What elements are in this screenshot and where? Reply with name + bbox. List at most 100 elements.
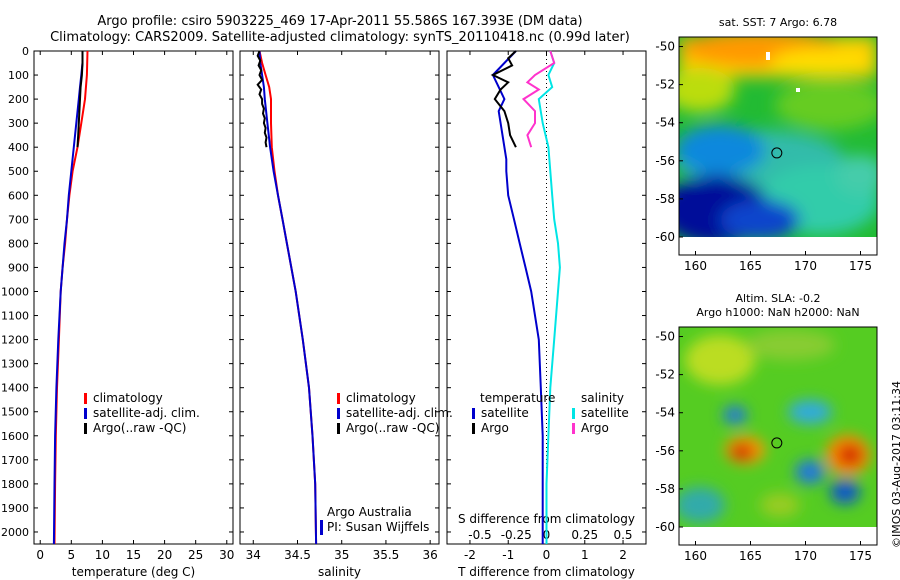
series-argo-raw-qc- — [76, 51, 84, 148]
top-x-tick-label: -0.5 — [468, 528, 491, 542]
map-y-tick-label: -54 — [655, 406, 675, 420]
x-tick-label: 5 — [67, 548, 75, 562]
map-x-tick-label: 160 — [684, 549, 707, 563]
depth-tick-label: 1800 — [1, 478, 29, 491]
difference-legend-temperature: temperature satellite Argo — [472, 391, 555, 436]
map-y-tick-label: -60 — [655, 520, 675, 534]
legend-argo: Argo(..raw -QC) — [346, 421, 440, 435]
map-y-tick-label: -52 — [655, 368, 675, 382]
series-argo-raw-qc- — [256, 50, 268, 148]
x-axis-label: salinity — [318, 565, 361, 579]
series-salinity-argo — [521, 50, 556, 148]
x-tick-label: 30 — [219, 548, 234, 562]
x-tick-label: 0 — [543, 548, 551, 562]
x-tick-label: -2 — [464, 548, 476, 562]
legend-temperature-heading: temperature — [480, 391, 556, 405]
sla-map-image — [679, 327, 877, 527]
temperature-profile: 0100200300400500600700800900100011001200… — [1, 45, 234, 579]
legend-satellite: satellite-adj. clim. — [93, 406, 200, 420]
series-salinity-satellite — [537, 50, 561, 544]
legend-argo: Argo(..raw -QC) — [93, 421, 187, 435]
depth-tick-label: 200 — [8, 93, 29, 106]
sla-map-title1: Altim. SLA: -0.2 — [735, 292, 821, 305]
x-tick-label: 20 — [157, 548, 172, 562]
legend-swatch-s-argo — [572, 423, 575, 434]
sat-sst-map-axes: 160 165 170 175 -50 -52 -54 -56 -58 -60 — [655, 36, 878, 273]
map-frame — [678, 36, 878, 256]
argo-position-marker — [771, 147, 783, 159]
x-tick-label: 10 — [95, 548, 110, 562]
depth-tick-label: 800 — [8, 237, 29, 250]
depth-tick-label: 1300 — [1, 358, 29, 371]
legend-climatology: climatology — [346, 391, 416, 405]
top-x-tick-label: 0.25 — [571, 528, 598, 542]
figure-title-line1: Argo profile: csiro 5903225_469 17-Apr-2… — [97, 14, 583, 29]
legend-s-argo: Argo — [581, 421, 609, 435]
map-y-tick-label: -58 — [655, 482, 675, 496]
x-tick-label: 34.5 — [284, 548, 311, 562]
x-tick-label: 0 — [36, 548, 44, 562]
series-satellite-adj-clim- — [258, 50, 318, 545]
x-axis-label: T difference from climatology — [457, 565, 635, 579]
x-tick-label: -1 — [502, 548, 514, 562]
imos-timestamp: ©IMOS 03-Aug-2017 03:11:34 — [890, 381, 900, 548]
map-x-tick-label: 175 — [849, 259, 872, 273]
depth-tick-label: 600 — [8, 189, 29, 202]
map-y-tick-label: -56 — [655, 154, 675, 168]
x-tick-label: 25 — [188, 548, 203, 562]
depth-tick-label: 1500 — [1, 406, 29, 419]
x-tick-label: 35 — [334, 548, 349, 562]
legend-t-argo: Argo — [481, 421, 509, 435]
legend-swatch-climatology — [337, 393, 340, 404]
altim-sla-map-axes: 160 165 170 175 -50 -52 -54 -56 -58 -60 — [655, 326, 878, 563]
map-y-tick-label: -54 — [655, 116, 675, 130]
depth-tick-label: 500 — [8, 165, 29, 178]
depth-tick-label: 2000 — [1, 526, 29, 539]
credit-block: Argo Australia PI: Susan Wijffels — [320, 505, 429, 535]
depth-tick-label: 1400 — [1, 382, 29, 395]
map-y-tick-label: -56 — [655, 444, 675, 458]
difference-legend-salinity: salinity satellite Argo — [572, 391, 629, 436]
sst-map-title: sat. SST: 7 Argo: 6.78 — [718, 16, 838, 29]
legend-swatch-t-satellite — [472, 408, 475, 419]
map-y-tick-label: -58 — [655, 192, 675, 206]
credit-line1: Argo Australia — [327, 505, 412, 519]
salinity-profile: 34 34.5 35 35.5 36 salinity — [239, 50, 440, 579]
map-y-tick-label: -50 — [655, 330, 675, 344]
legend-swatch-t-argo — [472, 423, 475, 434]
map-x-tick-label: 160 — [684, 259, 707, 273]
x-tick-label: 36 — [423, 548, 438, 562]
series-temperature-satellite — [491, 50, 544, 544]
map-x-tick-label: 165 — [739, 259, 762, 273]
map-x-tick-label: 170 — [794, 549, 817, 563]
depth-tick-label: 700 — [8, 213, 29, 226]
map-x-tick-label: 170 — [794, 259, 817, 273]
series-temperature-argo — [490, 50, 517, 148]
depth-tick-label: 1000 — [1, 285, 29, 298]
legend-t-satellite: satellite — [481, 406, 529, 420]
legend-s-satellite: satellite — [581, 406, 629, 420]
legend-salinity-heading: salinity — [581, 391, 625, 405]
difference-profile: -2 -1 0 1 2 T difference from climatology -0.5… — [446, 50, 647, 579]
x-tick-label: 2 — [619, 548, 627, 562]
depth-tick-label: 1700 — [1, 454, 29, 467]
x-tick-label: 34 — [246, 548, 261, 562]
depth-tick-label: 400 — [8, 141, 29, 154]
map-frame — [678, 326, 878, 546]
sst-map-image — [679, 37, 877, 237]
depth-tick-label: 0 — [22, 45, 29, 58]
x-tick-label: 1 — [581, 548, 589, 562]
depth-tick-label: 1900 — [1, 502, 29, 515]
plot-frame — [33, 50, 234, 545]
x-axis-label: temperature (deg C) — [72, 565, 195, 579]
legend-swatch-s-satellite — [572, 408, 575, 419]
map-y-tick-label: -50 — [655, 40, 675, 54]
top-x-tick-label: 0.5 — [613, 528, 632, 542]
depth-tick-label: 1200 — [1, 334, 29, 347]
depth-tick-label: 1600 — [1, 430, 29, 443]
legend-climatology: climatology — [93, 391, 163, 405]
map-y-tick-label: -60 — [655, 230, 675, 244]
map-y-tick-label: -52 — [655, 78, 675, 92]
salinity-legend: climatology satellite-adj. clim. Argo(..… — [337, 391, 453, 436]
